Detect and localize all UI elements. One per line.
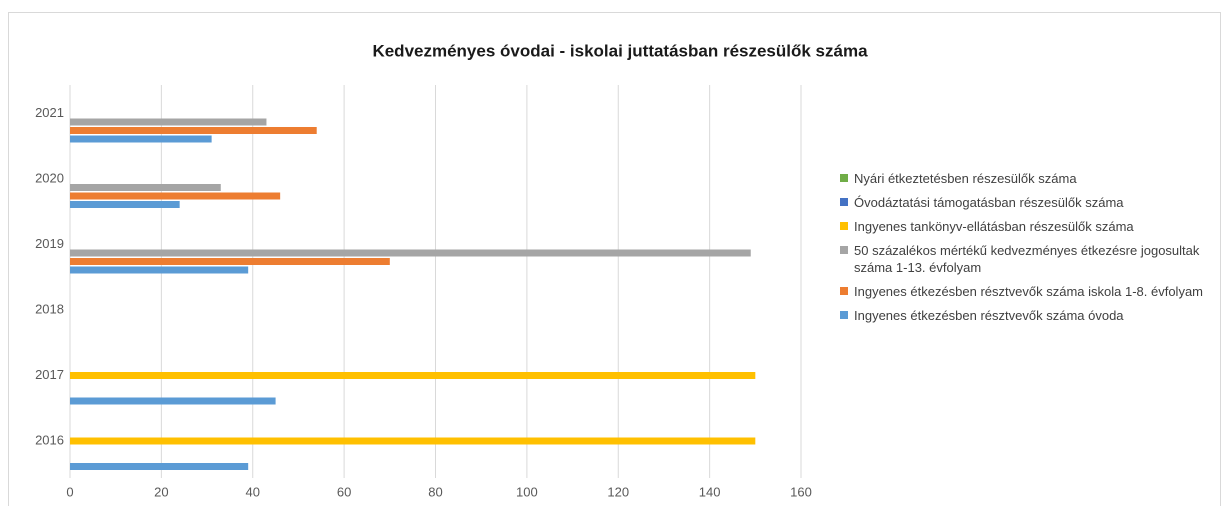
bar [70,127,317,134]
legend-item: Nyári étkeztetésben részesülők száma [840,170,1215,187]
x-tick-label: 140 [699,484,721,499]
x-tick-label: 20 [154,484,168,499]
bar [70,192,281,200]
bar [70,397,276,405]
legend-label: Ingyenes étkezésben résztvevők száma óvo… [854,308,1124,323]
bar [70,437,756,445]
x-tick-label: 160 [790,484,812,499]
y-tick-label: 2018 [35,302,64,317]
bar [70,372,756,379]
chart-title: Kedvezményes óvodai - iskolai juttatásba… [372,41,868,60]
x-tick-label: 120 [607,484,629,499]
legend: Nyári étkeztetésben részesülők száma Óvod… [840,170,1215,331]
legend-label: Óvodáztatási támogatásban részesülők szá… [854,195,1124,210]
legend-swatch [840,246,848,254]
y-tick-label: 2017 [35,367,64,382]
bar [70,463,249,470]
legend-swatch [840,311,848,319]
legend-item: Óvodáztatási támogatásban részesülők szá… [840,194,1215,211]
y-tick-label: 2021 [35,105,64,120]
y-tick-label: 2020 [35,171,64,186]
bar [70,184,221,191]
legend-swatch [840,222,848,230]
x-tick-label: 0 [66,484,73,499]
bar [70,201,180,208]
legend-label: 50 százalékos mértékű kedvezményes étkez… [854,243,1200,275]
bar [70,249,751,257]
legend-item: Ingyenes tankönyv-ellátásban részesülők … [840,218,1215,235]
x-tick-label: 100 [516,484,538,499]
legend-item: Ingyenes étkezésben résztvevők száma isk… [840,283,1215,300]
x-tick-label: 60 [337,484,351,499]
x-tick-label: 80 [428,484,442,499]
x-tick-label: 40 [246,484,260,499]
bar [70,135,212,143]
legend-item: 50 százalékos mértékű kedvezményes étkez… [840,242,1215,276]
legend-swatch [840,198,848,206]
bar [70,266,249,274]
legend-swatch [840,287,848,295]
legend-item: Ingyenes étkezésben résztvevők száma óvo… [840,307,1215,324]
chart-frame [8,12,1221,511]
y-tick-label: 2019 [35,236,64,251]
legend-label: Ingyenes étkezésben résztvevők száma isk… [854,284,1204,299]
legend-label: Ingyenes tankönyv-ellátásban részesülők … [854,219,1134,234]
bar [70,118,267,126]
bar [70,258,390,265]
legend-label: Nyári étkeztetésben részesülők száma [854,171,1077,186]
y-tick-label: 2016 [35,433,64,448]
legend-swatch [840,174,848,182]
